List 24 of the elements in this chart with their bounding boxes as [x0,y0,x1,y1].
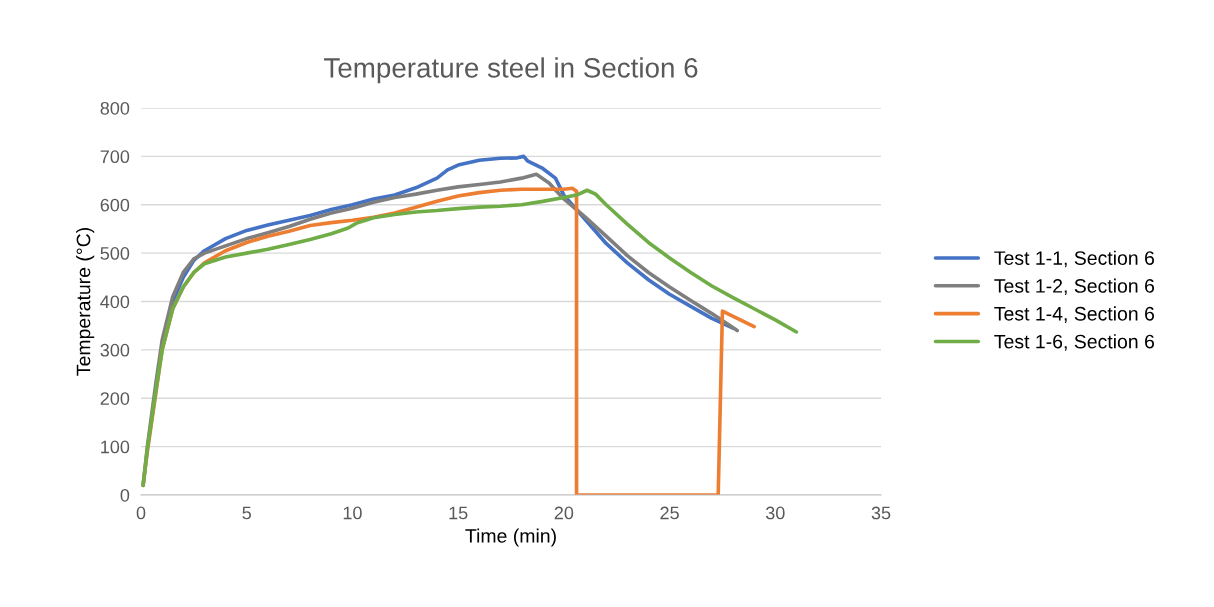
legend-label: Test 1-4, Section 6 [994,306,1155,323]
y-tick-label: 200 [100,392,130,405]
legend-label: Test 1-2, Section 6 [994,278,1155,296]
x-tick-label: 35 [871,506,891,520]
y-tick-label: 0 [120,488,130,502]
x-tick-label: 25 [660,506,679,520]
x-tick-label: 15 [449,506,468,520]
legend-label: Test 1-1, Section 6 [994,250,1155,268]
x-tick-label: 0 [136,506,146,520]
y-tick-label: 600 [100,198,130,212]
y-tick-label: 400 [100,295,130,309]
y-tick-label: 100 [101,440,130,454]
y-tick-label: 500 [100,247,130,260]
legend-label: Test 1-6, Section 6 [994,334,1155,351]
y-tick-label: 700 [100,150,130,164]
y-tick-label: 800 [100,101,130,115]
y-axis-title: Temperature (°C) [76,228,95,376]
x-tick-label: 30 [765,506,785,520]
chart-title: Temperature steel in Section 6 [324,57,698,84]
y-tick-label: 300 [100,343,130,357]
x-axis-title: Time (min) [465,528,556,547]
x-tick-label: 5 [242,506,251,520]
x-tick-label: 10 [343,506,362,520]
x-tick-label: 20 [554,506,574,520]
